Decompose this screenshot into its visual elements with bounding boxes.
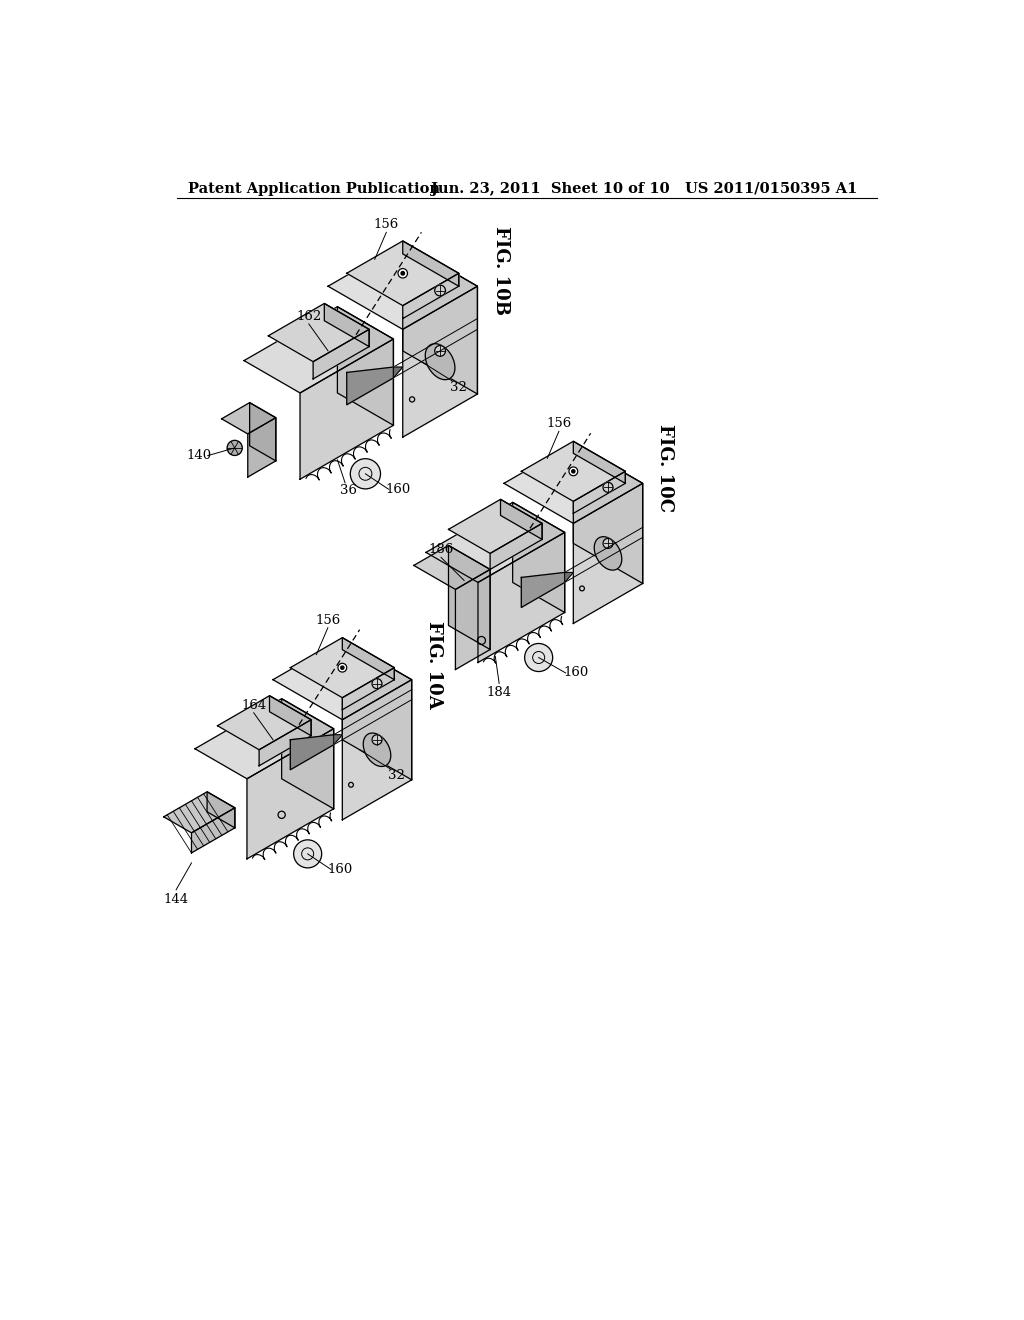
Polygon shape — [573, 444, 643, 583]
Polygon shape — [490, 524, 542, 569]
Text: FIG. 10B: FIG. 10B — [492, 226, 510, 314]
Circle shape — [569, 467, 578, 475]
Polygon shape — [195, 698, 334, 779]
Circle shape — [524, 644, 553, 672]
Polygon shape — [449, 545, 490, 649]
Polygon shape — [573, 471, 626, 513]
Polygon shape — [217, 696, 311, 750]
Text: 32: 32 — [450, 380, 467, 393]
Text: 184: 184 — [486, 686, 512, 700]
Text: 164: 164 — [241, 698, 266, 711]
Polygon shape — [291, 735, 334, 770]
Polygon shape — [347, 367, 393, 405]
Circle shape — [435, 346, 445, 356]
Text: 160: 160 — [564, 667, 589, 680]
Polygon shape — [573, 441, 626, 483]
Text: 144: 144 — [164, 892, 188, 906]
Polygon shape — [273, 640, 412, 719]
Polygon shape — [449, 499, 542, 553]
Polygon shape — [282, 698, 334, 809]
Polygon shape — [313, 330, 369, 379]
Polygon shape — [342, 638, 394, 680]
Circle shape — [603, 539, 613, 548]
Polygon shape — [402, 286, 477, 437]
Polygon shape — [393, 367, 402, 378]
Text: Jun. 23, 2011  Sheet 10 of 10: Jun. 23, 2011 Sheet 10 of 10 — [431, 182, 670, 195]
Polygon shape — [521, 573, 564, 607]
Polygon shape — [456, 569, 490, 669]
Polygon shape — [259, 719, 311, 766]
Text: 32: 32 — [388, 768, 406, 781]
Text: FIG. 10C: FIG. 10C — [656, 424, 674, 512]
Polygon shape — [402, 243, 477, 395]
Polygon shape — [300, 339, 393, 479]
Ellipse shape — [364, 733, 391, 767]
Text: 160: 160 — [385, 483, 411, 496]
Circle shape — [227, 441, 243, 455]
Polygon shape — [478, 532, 564, 663]
Circle shape — [372, 678, 382, 689]
Circle shape — [435, 285, 445, 296]
Polygon shape — [247, 729, 334, 859]
Polygon shape — [504, 444, 643, 524]
Polygon shape — [573, 483, 643, 623]
Text: 156: 156 — [374, 218, 399, 231]
Polygon shape — [426, 503, 564, 582]
Circle shape — [341, 667, 344, 669]
Polygon shape — [248, 417, 275, 477]
Text: Patent Application Publication: Patent Application Publication — [188, 182, 440, 195]
Text: FIG. 10A: FIG. 10A — [425, 620, 443, 709]
Ellipse shape — [425, 343, 455, 380]
Circle shape — [398, 268, 408, 279]
Polygon shape — [250, 403, 275, 461]
Circle shape — [294, 840, 322, 867]
Polygon shape — [221, 403, 275, 434]
Circle shape — [401, 272, 404, 275]
Text: 156: 156 — [546, 417, 571, 430]
Polygon shape — [207, 792, 234, 828]
Circle shape — [603, 482, 613, 492]
Polygon shape — [402, 242, 459, 286]
Polygon shape — [402, 273, 459, 318]
Polygon shape — [325, 304, 369, 347]
Polygon shape — [342, 680, 412, 820]
Polygon shape — [291, 638, 394, 698]
Polygon shape — [342, 668, 394, 710]
Polygon shape — [269, 696, 311, 735]
Polygon shape — [164, 792, 234, 833]
Circle shape — [338, 663, 347, 672]
Polygon shape — [347, 242, 459, 306]
Circle shape — [571, 470, 574, 473]
Text: US 2011/0150395 A1: US 2011/0150395 A1 — [685, 182, 857, 195]
Polygon shape — [337, 306, 393, 425]
Text: 36: 36 — [340, 484, 357, 498]
Text: 156: 156 — [315, 614, 341, 627]
Text: 160: 160 — [328, 863, 352, 875]
Polygon shape — [342, 640, 412, 780]
Polygon shape — [334, 735, 342, 744]
Polygon shape — [513, 503, 564, 612]
Polygon shape — [328, 243, 477, 330]
Polygon shape — [501, 499, 542, 540]
Circle shape — [372, 735, 382, 744]
Polygon shape — [191, 808, 234, 853]
Polygon shape — [414, 545, 490, 590]
Text: 162: 162 — [296, 310, 322, 323]
Polygon shape — [244, 306, 393, 393]
Polygon shape — [521, 441, 626, 502]
Polygon shape — [564, 573, 573, 582]
Ellipse shape — [594, 537, 622, 570]
Text: 140: 140 — [186, 449, 211, 462]
Circle shape — [350, 459, 381, 488]
Polygon shape — [268, 304, 369, 362]
Text: 186: 186 — [428, 543, 454, 556]
